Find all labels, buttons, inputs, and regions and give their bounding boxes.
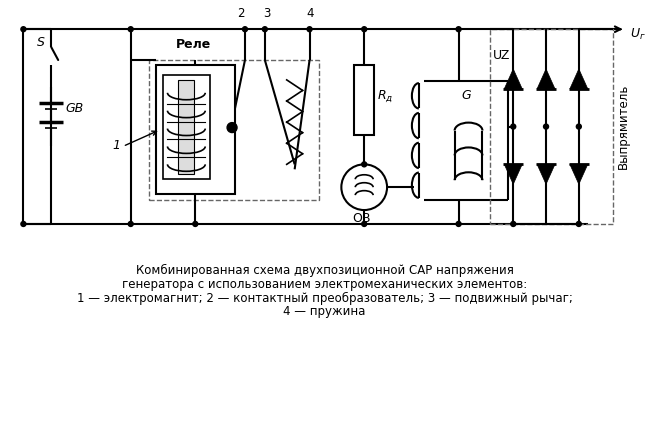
Circle shape [361, 27, 367, 32]
Circle shape [543, 124, 549, 129]
Circle shape [227, 123, 237, 132]
Text: Реле: Реле [176, 38, 211, 51]
Circle shape [456, 27, 461, 32]
Bar [178, 80, 194, 174]
Text: 3: 3 [263, 7, 270, 20]
Text: 2: 2 [237, 7, 245, 20]
Text: S: S [37, 36, 46, 49]
Circle shape [577, 124, 581, 129]
Circle shape [361, 162, 367, 167]
Circle shape [21, 27, 26, 32]
Circle shape [361, 221, 367, 227]
Polygon shape [570, 69, 588, 89]
Text: 1: 1 [113, 139, 121, 152]
Text: генератора с использованием электромеханических элементов:: генератора с использованием электромехан… [122, 278, 527, 291]
Text: 4: 4 [307, 7, 315, 20]
Circle shape [21, 221, 26, 227]
Text: $R_д$: $R_д$ [377, 88, 393, 104]
Polygon shape [537, 164, 555, 184]
Text: $U_г$: $U_г$ [630, 26, 646, 42]
Text: 1 — электромагнит; 2 — контактный преобразователь; 3 — подвижный рычаг;: 1 — электромагнит; 2 — контактный преобр… [77, 292, 573, 305]
Text: UZ: UZ [493, 49, 511, 62]
Polygon shape [504, 164, 522, 184]
Bar [490, 29, 612, 224]
Text: G: G [462, 89, 471, 102]
Text: Комбинированная схема двухпозиционной САР напряжения: Комбинированная схема двухпозиционной СА… [136, 264, 514, 277]
Bar [354, 65, 374, 135]
Text: GB: GB [65, 102, 83, 115]
Circle shape [577, 221, 581, 227]
Text: Выпрямитель: Выпрямитель [617, 84, 630, 169]
Circle shape [128, 221, 133, 227]
Text: ОВ: ОВ [352, 212, 370, 225]
Circle shape [307, 27, 312, 32]
Circle shape [128, 27, 133, 32]
Polygon shape [570, 164, 588, 184]
Circle shape [511, 124, 515, 129]
Bar [155, 65, 235, 194]
Polygon shape [537, 69, 555, 89]
Bar [162, 75, 210, 179]
Circle shape [242, 27, 248, 32]
Circle shape [456, 221, 461, 227]
Circle shape [511, 221, 515, 227]
Circle shape [193, 221, 198, 227]
Circle shape [263, 27, 267, 32]
Bar [149, 60, 320, 200]
Text: 4 — пружина: 4 — пружина [283, 306, 366, 319]
Polygon shape [504, 69, 522, 89]
